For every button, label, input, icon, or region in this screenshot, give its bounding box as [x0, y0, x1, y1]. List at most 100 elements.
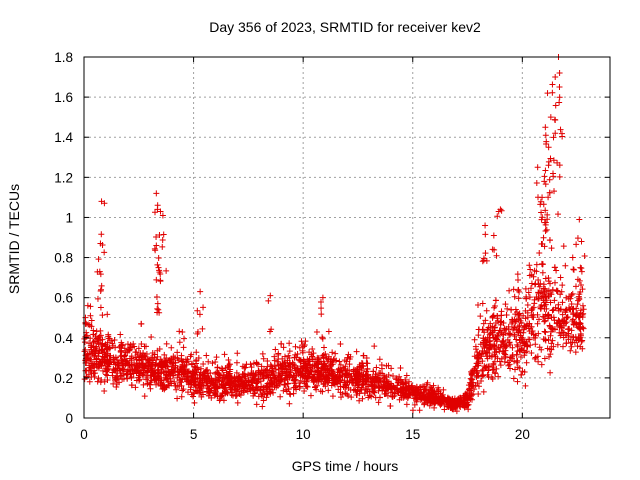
data-point: [444, 403, 451, 410]
data-point: [554, 288, 561, 295]
data-point: [325, 387, 332, 394]
data-point: [303, 375, 310, 382]
data-point: [513, 351, 520, 358]
data-point: [553, 287, 560, 294]
data-point: [534, 320, 541, 327]
data-point: [480, 255, 487, 262]
data-point: [437, 393, 444, 400]
data-point: [216, 378, 223, 385]
data-point: [344, 378, 351, 385]
data-point: [261, 391, 268, 398]
data-point: [545, 194, 552, 201]
data-point: [305, 358, 312, 365]
data-point: [198, 385, 205, 392]
data-point: [445, 396, 452, 403]
data-point: [241, 365, 248, 372]
data-point: [342, 390, 349, 397]
data-point: [526, 328, 533, 335]
data-point: [515, 323, 521, 330]
data-point: [102, 358, 109, 365]
data-point: [120, 370, 127, 377]
y-tick-label: 0.4: [54, 331, 73, 346]
data-point: [536, 344, 543, 351]
data-point: [301, 387, 308, 394]
y-tick-label: 1.8: [54, 50, 73, 65]
data-point: [354, 387, 361, 394]
data-point: [376, 356, 383, 363]
data-point: [494, 313, 501, 320]
data-point: [387, 402, 394, 409]
data-point: [560, 316, 567, 323]
data-point: [168, 380, 175, 387]
data-point: [568, 301, 575, 308]
data-point: [497, 344, 504, 351]
data-point: [511, 331, 518, 338]
data-point: [552, 102, 559, 109]
data-point: [430, 382, 437, 389]
data-point: [440, 386, 447, 393]
data-point: [164, 357, 171, 364]
data-point: [255, 393, 262, 400]
data-point: [578, 338, 585, 345]
data-point: [323, 373, 330, 380]
data-point: [160, 231, 167, 238]
data-point: [136, 356, 143, 363]
data-point: [375, 399, 382, 406]
data-point: [303, 362, 310, 369]
data-point: [364, 365, 371, 372]
data-point: [86, 378, 93, 385]
data-point: [284, 376, 291, 383]
data-point: [570, 266, 577, 273]
data-point: [494, 213, 501, 220]
data-point: [309, 356, 316, 363]
data-point: [104, 311, 111, 318]
data-point: [225, 371, 232, 378]
data-point: [88, 348, 95, 355]
data-point: [377, 378, 384, 385]
data-point: [88, 369, 95, 376]
data-point: [354, 380, 361, 387]
data-point: [483, 307, 490, 314]
data-point: [322, 378, 329, 385]
data-point: [82, 319, 89, 326]
data-point: [542, 329, 549, 336]
data-point: [203, 378, 210, 385]
data-point: [146, 356, 153, 363]
data-point: [214, 364, 221, 371]
data-point: [345, 351, 352, 358]
data-point: [118, 357, 125, 364]
data-point: [531, 355, 538, 362]
data-point: [394, 379, 401, 386]
data-point: [353, 392, 360, 399]
data-point: [155, 254, 162, 261]
data-point: [553, 267, 560, 274]
data-point: [84, 302, 91, 309]
data-point: [285, 352, 292, 359]
data-point: [124, 341, 131, 348]
data-point: [568, 343, 575, 350]
data-point: [523, 359, 530, 366]
data-point: [166, 372, 173, 379]
data-point: [559, 282, 566, 289]
data-point: [521, 322, 528, 329]
data-point: [255, 367, 262, 374]
data-point: [182, 356, 189, 363]
data-point: [549, 286, 556, 293]
data-point: [548, 245, 555, 252]
data-point: [338, 394, 345, 401]
data-point: [559, 329, 566, 336]
data-point: [90, 339, 97, 346]
data-point: [106, 352, 113, 359]
data-point: [542, 207, 549, 214]
data-point: [499, 338, 506, 345]
data-point: [530, 273, 537, 280]
data-point: [414, 395, 421, 402]
data-point: [550, 134, 557, 141]
data-point: [547, 299, 554, 306]
data-point: [174, 355, 181, 362]
data-point: [193, 349, 200, 356]
data-point: [388, 384, 395, 391]
data-point: [320, 381, 327, 388]
chart-title: Day 356 of 2023, SRMTID for receiver kev…: [209, 19, 481, 35]
data-point: [480, 335, 487, 342]
